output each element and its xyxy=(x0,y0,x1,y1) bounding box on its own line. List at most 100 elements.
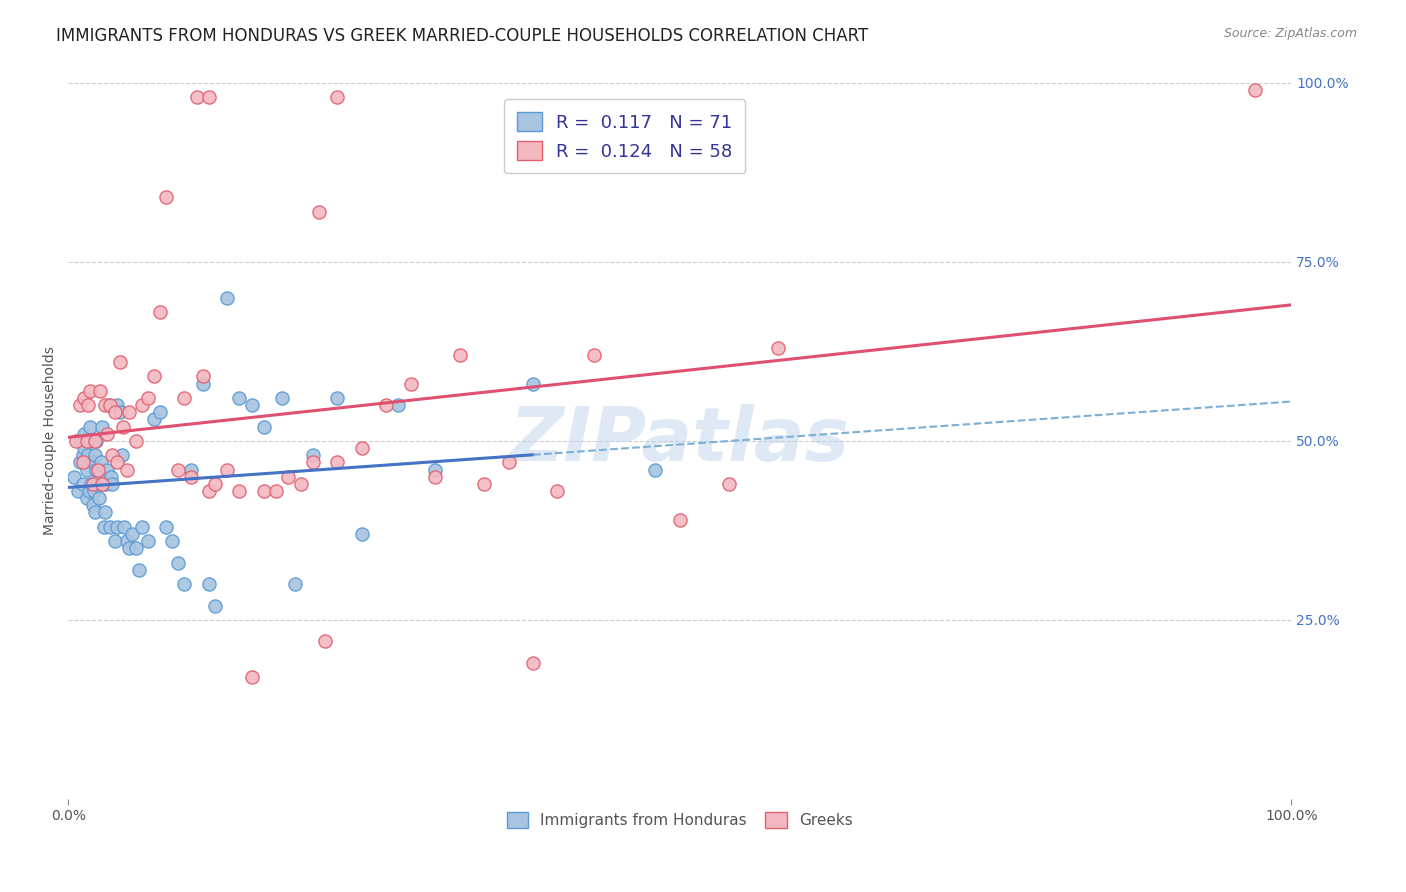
Point xyxy=(80,476,103,491)
Point xyxy=(131,520,153,534)
Text: ZIPatlas: ZIPatlas xyxy=(510,404,849,477)
Point xyxy=(425,469,447,483)
Point xyxy=(111,448,134,462)
Point xyxy=(115,534,138,549)
Point xyxy=(76,462,98,476)
Point xyxy=(155,190,177,204)
Point xyxy=(136,534,159,549)
Point xyxy=(136,391,159,405)
Point xyxy=(101,448,124,462)
Point xyxy=(308,204,330,219)
Point xyxy=(84,506,107,520)
Point xyxy=(69,455,91,469)
Point xyxy=(326,391,349,405)
Point xyxy=(264,483,287,498)
Point xyxy=(217,462,239,476)
Point xyxy=(96,462,118,476)
Point xyxy=(350,527,373,541)
Point xyxy=(83,483,105,498)
Point xyxy=(240,398,263,412)
Point xyxy=(100,469,122,483)
Point xyxy=(302,455,325,469)
Point xyxy=(73,426,96,441)
Point xyxy=(204,599,226,613)
Point xyxy=(90,455,112,469)
Point xyxy=(94,506,117,520)
Point xyxy=(425,462,447,476)
Legend: Immigrants from Honduras, Greeks: Immigrants from Honduras, Greeks xyxy=(501,806,859,834)
Point xyxy=(240,670,263,684)
Point xyxy=(124,434,146,448)
Point xyxy=(198,90,221,104)
Point xyxy=(290,476,312,491)
Point xyxy=(108,355,131,369)
Point xyxy=(82,498,104,512)
Point xyxy=(142,369,165,384)
Point xyxy=(65,434,87,448)
Point xyxy=(314,634,336,648)
Point xyxy=(155,520,177,534)
Point xyxy=(283,577,305,591)
Point xyxy=(105,398,128,412)
Point xyxy=(84,448,107,462)
Point xyxy=(173,391,195,405)
Point xyxy=(449,348,471,362)
Point xyxy=(76,434,98,448)
Point xyxy=(94,476,117,491)
Point xyxy=(253,483,276,498)
Point xyxy=(149,305,172,319)
Point xyxy=(142,412,165,426)
Point xyxy=(86,462,108,476)
Point xyxy=(98,520,121,534)
Point xyxy=(91,419,114,434)
Point xyxy=(79,419,101,434)
Point xyxy=(717,476,740,491)
Point xyxy=(217,291,239,305)
Point xyxy=(98,398,121,412)
Text: IMMIGRANTS FROM HONDURAS VS GREEK MARRIED-COUPLE HOUSEHOLDS CORRELATION CHART: IMMIGRANTS FROM HONDURAS VS GREEK MARRIE… xyxy=(56,27,869,45)
Point xyxy=(79,384,101,398)
Point xyxy=(271,391,294,405)
Point xyxy=(160,534,183,549)
Point xyxy=(104,405,127,419)
Point xyxy=(350,441,373,455)
Point xyxy=(115,462,138,476)
Point xyxy=(105,520,128,534)
Point xyxy=(96,426,118,441)
Point xyxy=(72,476,94,491)
Point xyxy=(472,476,495,491)
Point xyxy=(191,376,214,391)
Point xyxy=(180,462,202,476)
Point xyxy=(198,483,221,498)
Point xyxy=(114,520,136,534)
Point xyxy=(522,376,544,391)
Point xyxy=(399,376,422,391)
Point xyxy=(128,563,150,577)
Point xyxy=(97,398,120,412)
Point xyxy=(79,434,101,448)
Point xyxy=(204,476,226,491)
Point xyxy=(191,369,214,384)
Point xyxy=(118,405,141,419)
Point xyxy=(121,527,143,541)
Point xyxy=(72,448,94,462)
Point xyxy=(167,556,190,570)
Point xyxy=(69,398,91,412)
Point xyxy=(118,541,141,556)
Point xyxy=(108,405,131,419)
Point xyxy=(72,455,94,469)
Point xyxy=(228,391,250,405)
Point xyxy=(375,398,398,412)
Point xyxy=(86,476,108,491)
Point xyxy=(766,341,789,355)
Point xyxy=(228,483,250,498)
Point xyxy=(167,462,190,476)
Point xyxy=(82,455,104,469)
Point xyxy=(89,469,111,483)
Point xyxy=(173,577,195,591)
Point xyxy=(583,348,606,362)
Point xyxy=(149,405,172,419)
Y-axis label: Married-couple Households: Married-couple Households xyxy=(44,346,58,535)
Point xyxy=(302,448,325,462)
Point xyxy=(77,483,100,498)
